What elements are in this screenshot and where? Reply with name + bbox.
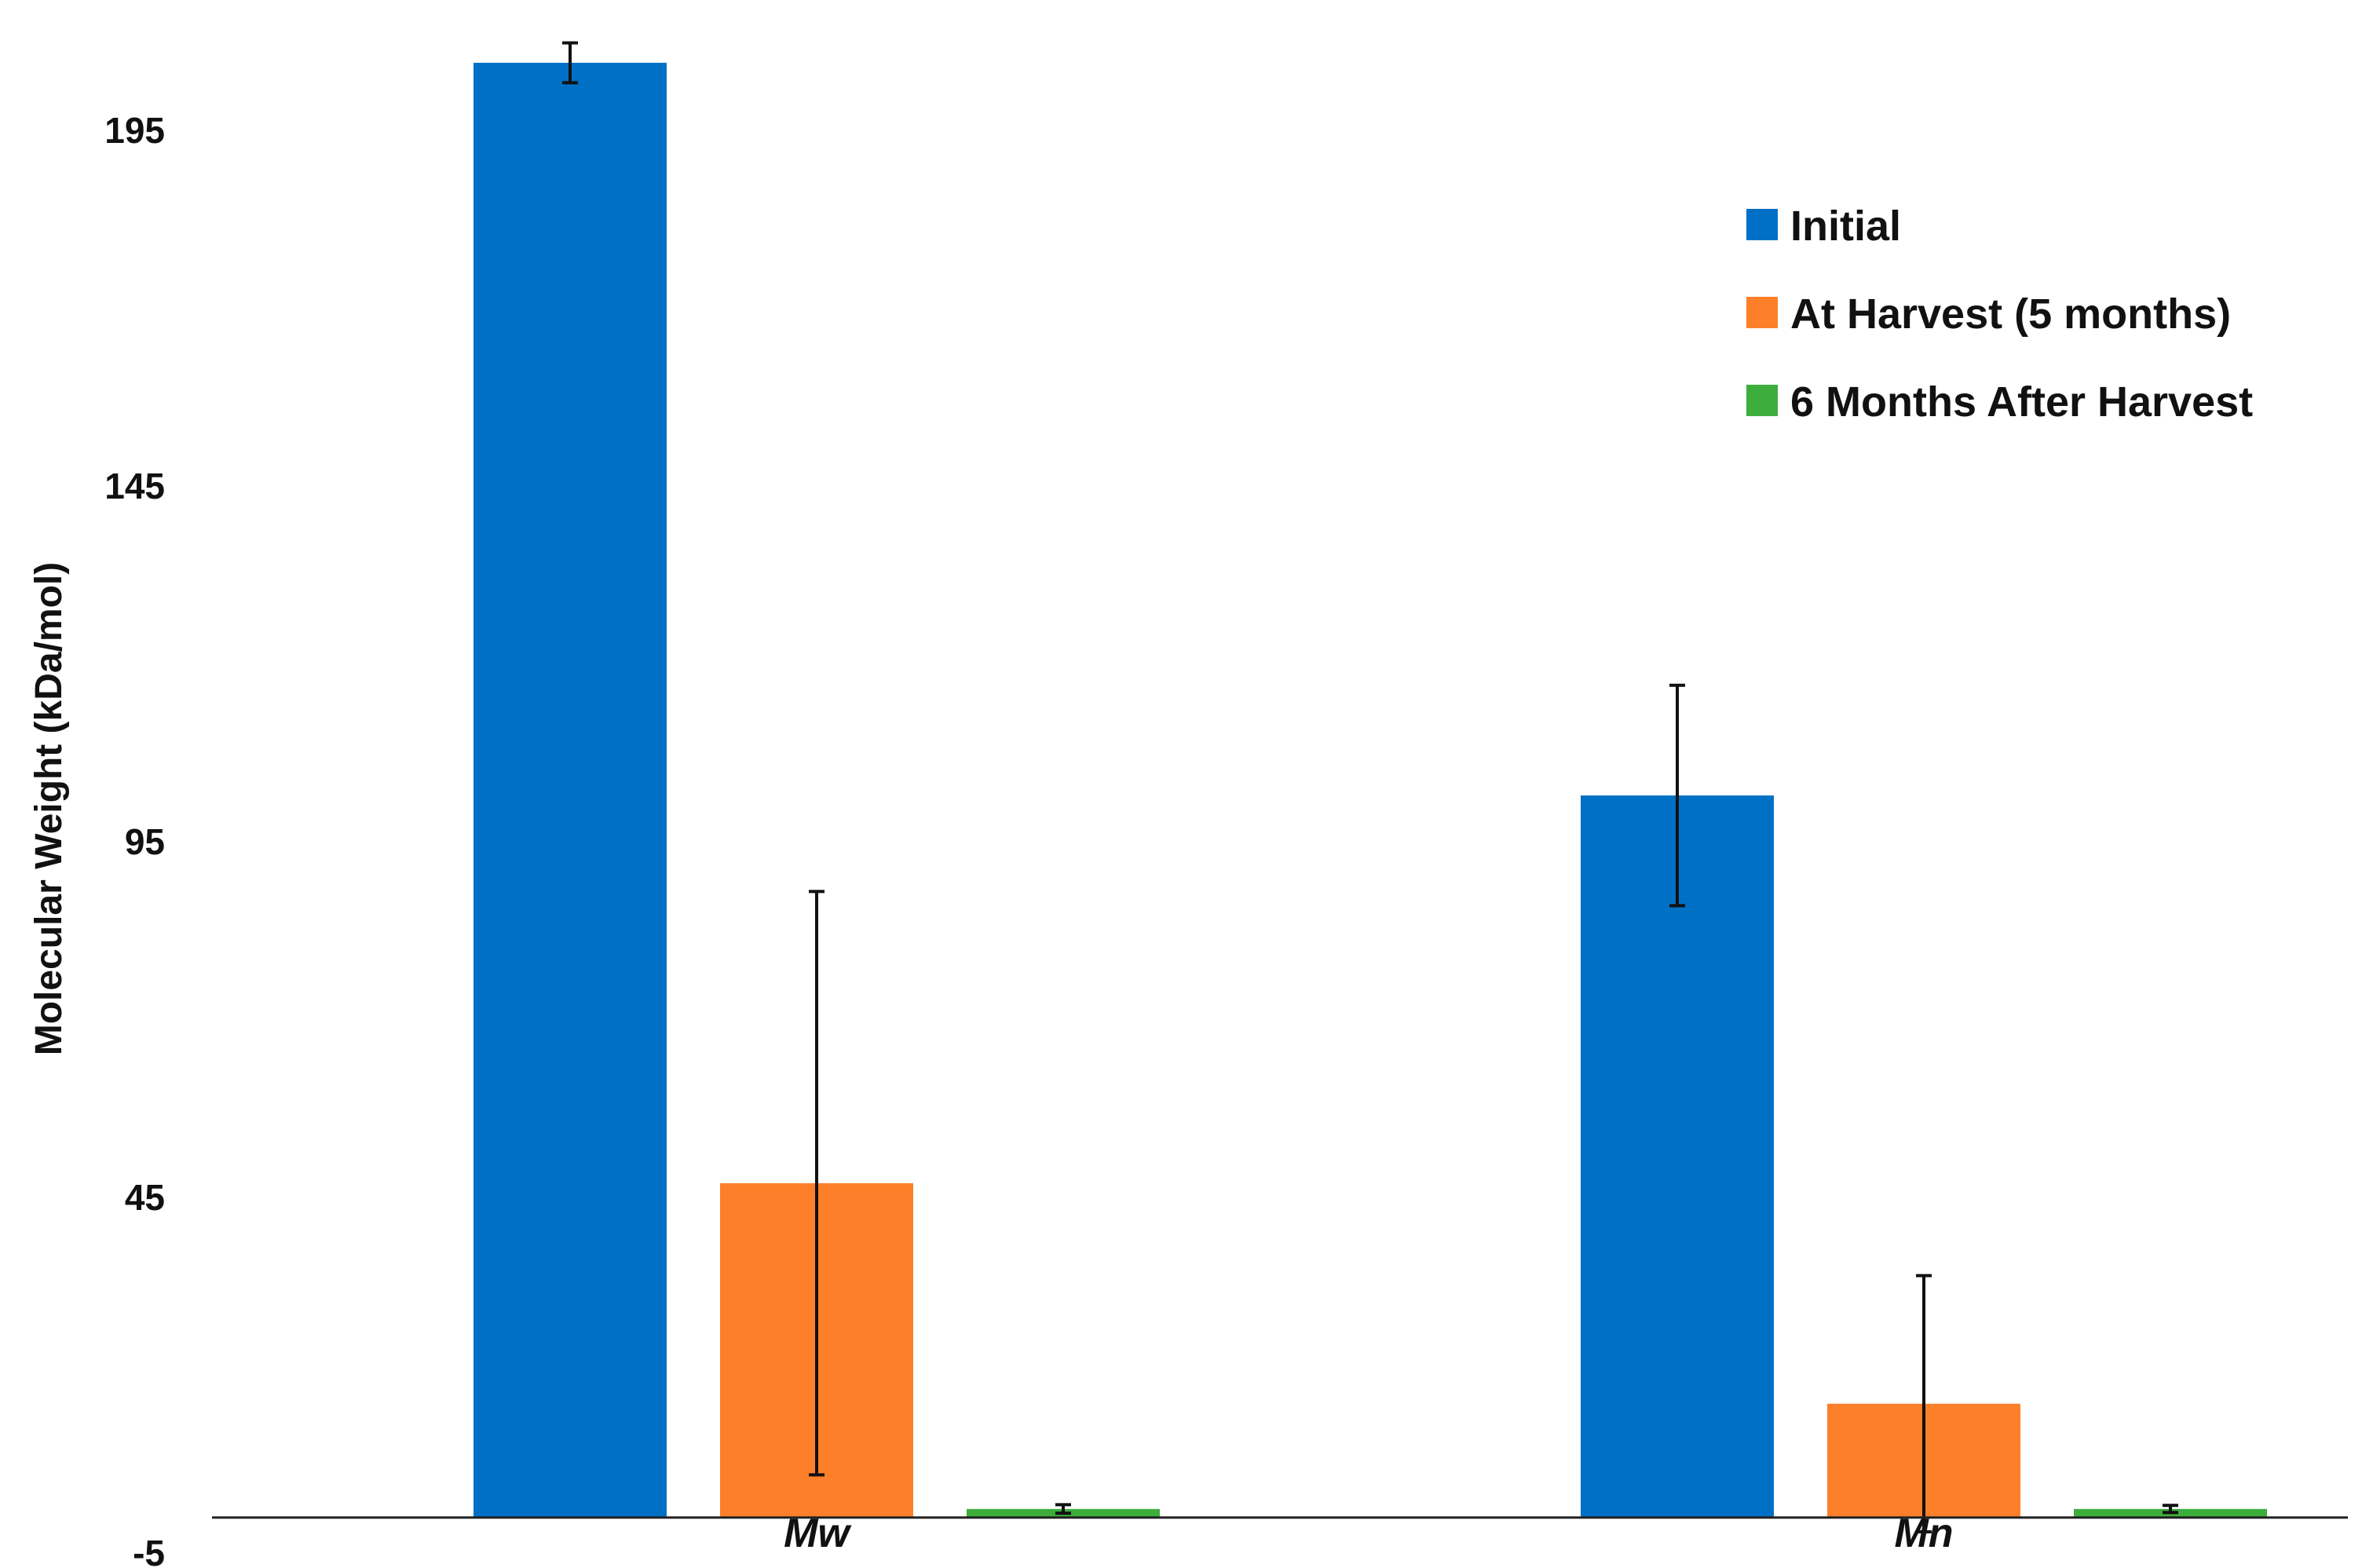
bar <box>473 62 667 1518</box>
y-axis-ticks: -5 45 95 145 195 <box>104 110 165 1568</box>
legend-swatch <box>1746 209 1778 240</box>
y-tick-label: 195 <box>104 110 165 151</box>
legend: Initial At Harvest (5 months) 6 Months Aft… <box>1746 203 2253 426</box>
legend-label: Initial <box>1790 203 1901 250</box>
y-tick-label: -5 <box>133 1533 165 1568</box>
y-tick-label: 45 <box>125 1177 165 1218</box>
x-category-label: Mw <box>784 1511 852 1556</box>
legend-label: At Harvest (5 months) <box>1790 291 2231 338</box>
x-axis-categories: Mw Mn <box>784 1511 1953 1556</box>
x-category-label: Mn <box>1894 1511 1953 1556</box>
y-tick-label: 95 <box>125 821 165 862</box>
legend-label: 6 Months After Harvest <box>1790 378 2253 426</box>
legend-swatch <box>1746 297 1778 328</box>
error-bars <box>562 41 2178 1533</box>
bar <box>1581 795 1774 1518</box>
y-axis-title: Molecular Weight (kDa/mol) <box>28 562 70 1056</box>
legend-swatch <box>1746 385 1778 416</box>
y-tick-label: 145 <box>104 466 165 506</box>
bars <box>473 62 2267 1518</box>
